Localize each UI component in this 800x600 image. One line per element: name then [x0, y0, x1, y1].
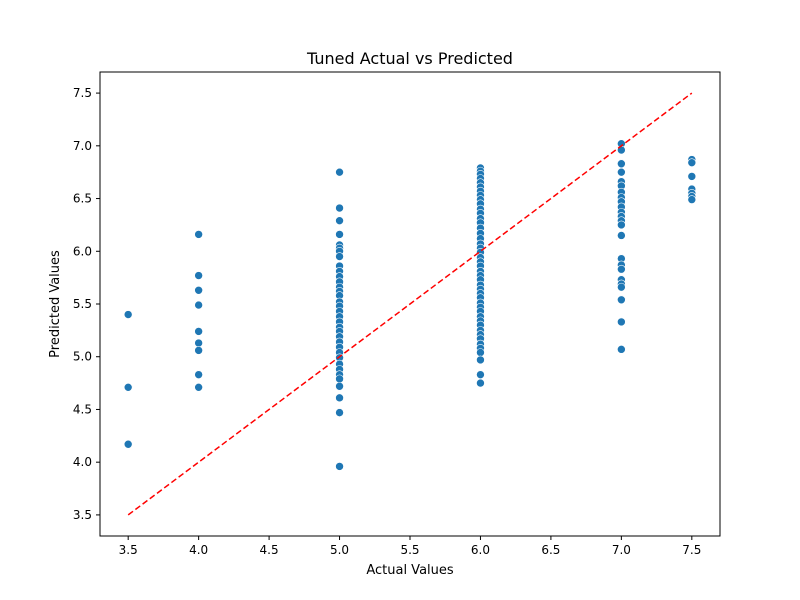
- data-point: [476, 355, 485, 365]
- data-point: [335, 216, 344, 225]
- y-tick-label: 5.5: [73, 297, 92, 311]
- x-tick-label: 6.0: [471, 543, 490, 557]
- data-point: [194, 370, 203, 379]
- data-point: [617, 345, 626, 354]
- data-point: [335, 393, 344, 403]
- chart-title: Tuned Actual vs Predicted: [306, 49, 513, 68]
- data-point: [194, 230, 203, 239]
- x-tick-label: 5.5: [400, 543, 419, 557]
- data-point: [194, 271, 203, 280]
- data-point: [687, 172, 697, 181]
- data-point: [194, 285, 203, 295]
- x-axis-label: Actual Values: [366, 563, 454, 578]
- data-point: [617, 159, 626, 169]
- data-point: [617, 264, 626, 274]
- data-point: [123, 439, 133, 449]
- data-point: [335, 408, 344, 417]
- data-point: [194, 338, 203, 348]
- data-point: [194, 346, 203, 355]
- data-point: [335, 230, 344, 239]
- x-tick-label: 3.5: [119, 543, 138, 557]
- data-point: [617, 282, 626, 292]
- data-point: [335, 252, 344, 261]
- data-point: [123, 310, 133, 319]
- x-tick-label: 7.5: [682, 543, 701, 557]
- data-point: [687, 195, 697, 204]
- y-tick-label: 6.5: [73, 192, 92, 206]
- reference-line-layer: [127, 92, 693, 516]
- data-point: [194, 327, 203, 336]
- x-tick-label: 7.0: [612, 543, 631, 557]
- x-tick-label: 6.5: [541, 543, 560, 557]
- y-axis-label: Predicted Values: [48, 250, 63, 358]
- x-axis: 3.5 4.0 4.5 5.0 5.5 6.0 6.5 7.0 7.5: [119, 536, 701, 557]
- data-point: [476, 378, 485, 388]
- data-point: [476, 348, 485, 357]
- y-tick-label: 7.0: [73, 139, 92, 153]
- x-tick-label: 4.5: [260, 543, 279, 557]
- reference-line: [127, 92, 693, 516]
- y-axis: 3.5 4.0 4.5 5.0 5.5 6.0 6.5 7.0 7.5: [73, 86, 100, 522]
- data-point: [687, 158, 697, 167]
- y-tick-label: 5.0: [73, 350, 92, 364]
- points-layer: [123, 139, 697, 471]
- data-point: [617, 231, 626, 240]
- x-tick-label: 4.0: [189, 543, 208, 557]
- data-point: [617, 167, 626, 177]
- data-point: [617, 220, 626, 230]
- y-tick-label: 4.5: [73, 402, 92, 416]
- y-tick-label: 7.5: [73, 86, 92, 100]
- data-point: [617, 295, 626, 305]
- data-point: [194, 383, 203, 392]
- data-point: [617, 317, 626, 327]
- data-point: [335, 381, 344, 391]
- data-point: [335, 167, 344, 177]
- y-tick-label: 4.0: [73, 455, 92, 469]
- x-tick-label: 5.0: [330, 543, 349, 557]
- data-point: [476, 370, 485, 379]
- data-point: [123, 383, 133, 392]
- data-point: [335, 374, 344, 384]
- y-tick-label: 3.5: [73, 508, 92, 522]
- data-point: [335, 462, 344, 471]
- data-point: [335, 203, 344, 213]
- data-point: [194, 300, 203, 310]
- y-tick-label: 6.0: [73, 244, 92, 258]
